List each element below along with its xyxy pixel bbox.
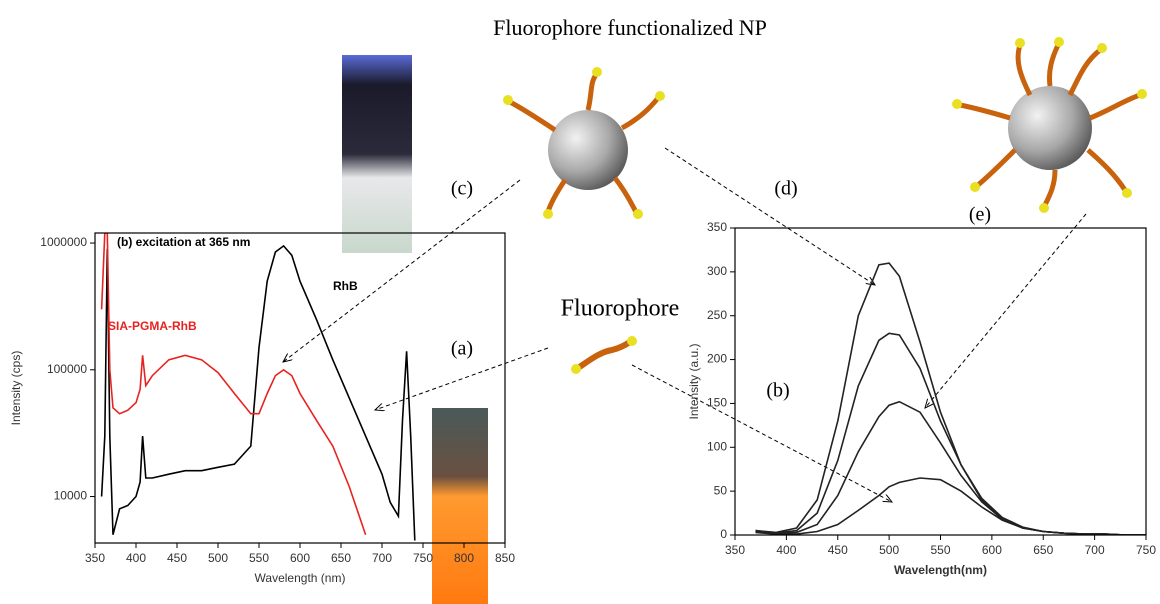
x-tick-label: 350 xyxy=(85,551,105,565)
x-tick-label: 600 xyxy=(982,543,1002,557)
y-tick-label: 50 xyxy=(714,483,728,497)
x-tick-label: 550 xyxy=(930,543,950,557)
chart: 350 400 450 500 550 600 650 700 750 0 50 100 150 200 2… xyxy=(687,220,1156,577)
series-line xyxy=(102,233,366,535)
y-tick-label: 100 xyxy=(707,439,727,453)
panel-label: (c) xyxy=(451,178,473,200)
x-tick-label: 350 xyxy=(725,543,745,557)
x-tick-label: 750 xyxy=(413,551,433,565)
x-tick-label: 700 xyxy=(1085,543,1105,557)
series-line xyxy=(102,246,415,541)
x-tick-label: 550 xyxy=(249,551,269,565)
nanoparticle-large xyxy=(952,37,1147,213)
x-axis-label: Wavelength(nm) xyxy=(894,563,987,577)
x-tick-label: 850 xyxy=(495,551,515,565)
y-tick-label: 150 xyxy=(707,396,727,410)
x-tick-label: 700 xyxy=(372,551,392,565)
x-tick-label: 650 xyxy=(1033,543,1053,557)
y-tick-label: 10000 xyxy=(54,489,88,503)
nanoparticle-small xyxy=(503,67,665,219)
cuvette-fluorophore xyxy=(432,408,488,604)
y-tick-label: 1000000 xyxy=(40,235,87,249)
y-tick-label: 0 xyxy=(720,527,727,541)
panel-label: (e) xyxy=(969,204,991,226)
y-tick-label: 250 xyxy=(707,308,727,322)
y-tick-label: 200 xyxy=(707,352,727,366)
arrow-e xyxy=(925,214,1086,408)
series-label: RhB xyxy=(333,279,358,293)
x-tick-label: 500 xyxy=(879,543,899,557)
x-tick-label: 650 xyxy=(331,551,351,565)
y-axis-label: Intensity (cps) xyxy=(9,351,23,426)
figure-title: Fluorophore functionalized NP xyxy=(493,15,767,40)
panel-label: (b) xyxy=(766,380,789,402)
fluorophore-molecule xyxy=(571,336,637,374)
x-tick-label: 450 xyxy=(167,551,187,565)
x-axis-label: Wavelength (nm) xyxy=(255,571,346,585)
x-tick-label: 450 xyxy=(828,543,848,557)
x-tick-label: 600 xyxy=(290,551,310,565)
x-tick-label: 400 xyxy=(126,551,146,565)
y-axis-label: Intensity (a.u.) xyxy=(687,343,701,419)
panel-label: (d) xyxy=(774,178,797,200)
x-tick-label: 400 xyxy=(776,543,796,557)
x-tick-label: 750 xyxy=(1136,543,1156,557)
x-tick-label: 800 xyxy=(454,551,474,565)
y-tick-label: 350 xyxy=(707,220,727,234)
x-tick-label: 500 xyxy=(208,551,228,565)
chart-subtitle: (b) excitation at 365 nm xyxy=(117,235,250,249)
y-tick-label: 300 xyxy=(707,264,727,278)
plot-frame xyxy=(735,228,1146,535)
series-label: SIA-PGMA-RhB xyxy=(108,319,197,333)
arrow-d xyxy=(665,148,875,285)
cuvette-np xyxy=(342,55,412,253)
panel-label: (a) xyxy=(451,338,473,360)
y-tick-label: 100000 xyxy=(47,362,87,376)
figure: Fluorophore functionalized NP Fluorophor… xyxy=(0,0,1160,604)
arrow-b xyxy=(632,365,892,502)
fluorophore-label: Fluorophore xyxy=(561,296,680,322)
series-line xyxy=(756,263,1147,535)
